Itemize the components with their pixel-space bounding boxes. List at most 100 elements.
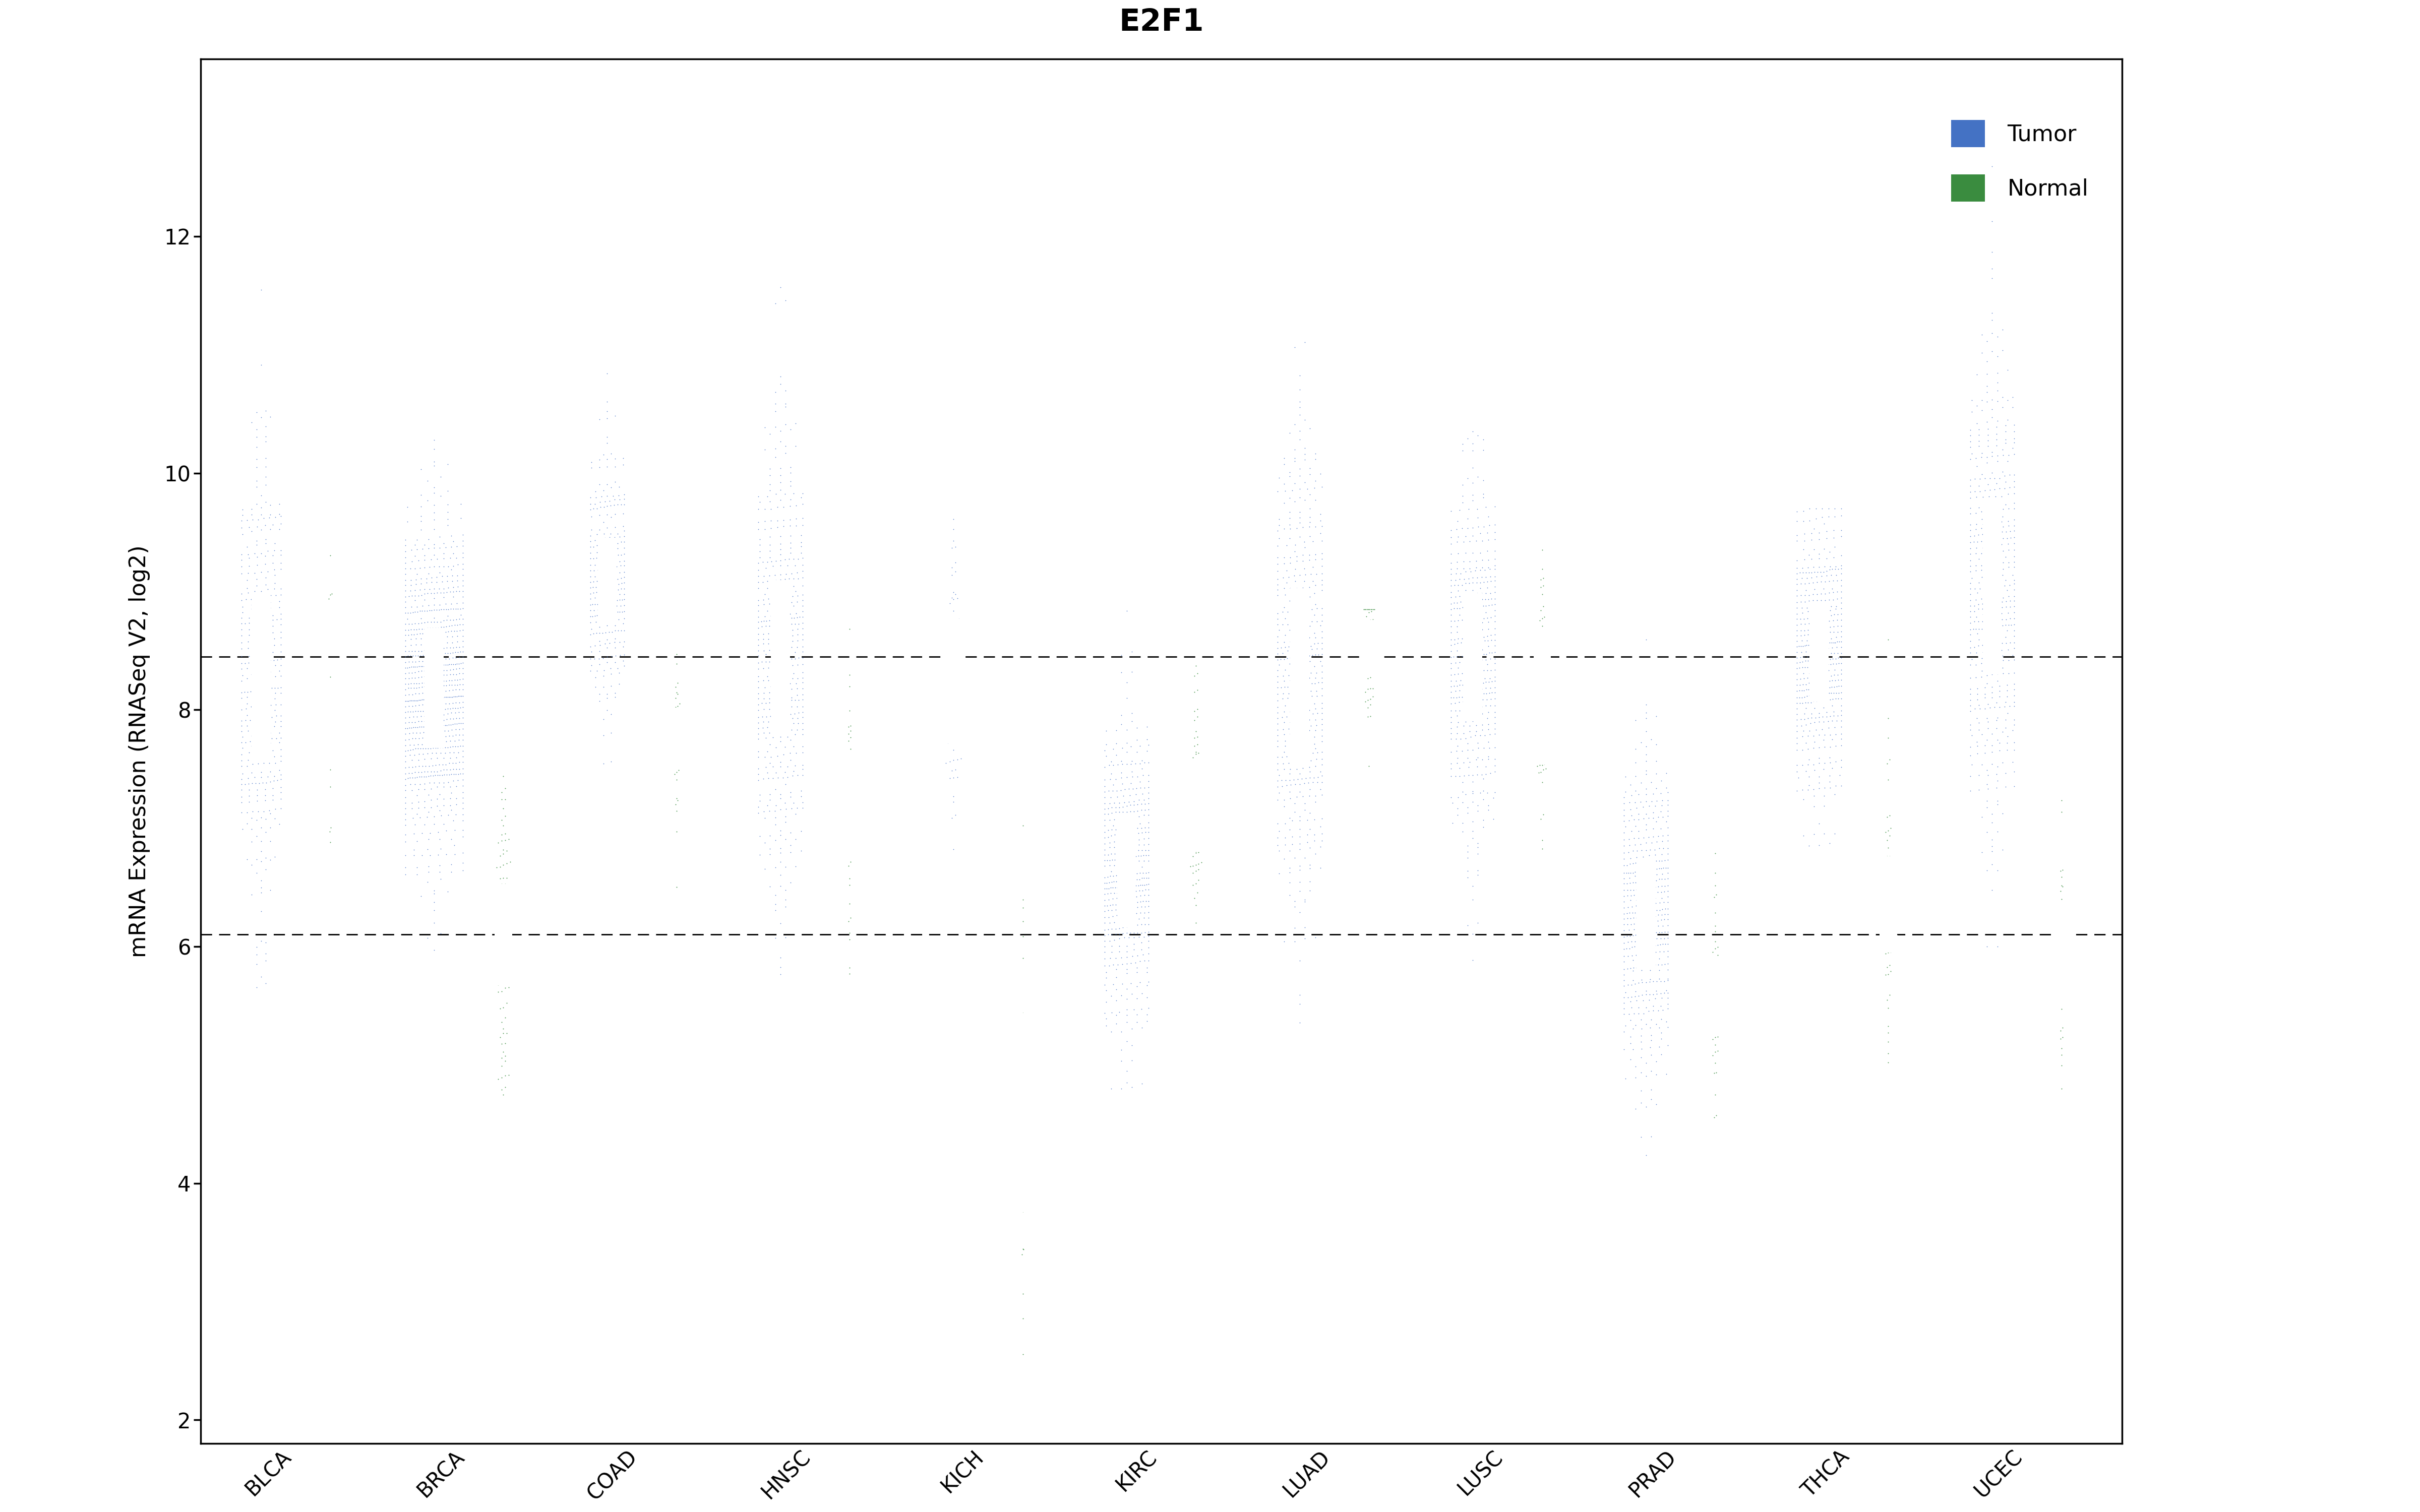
Point [1967,451,2006,475]
Point [1457,671,1496,696]
Point [409,528,448,552]
Point [1353,599,1392,623]
Point [748,484,786,508]
Point [1638,981,1677,1005]
Point [1788,691,1827,715]
Point [738,670,777,694]
Point [1970,640,2009,664]
Point [1285,798,1324,823]
Point [237,553,276,578]
Point [1108,670,1147,694]
Point [1113,943,1152,968]
Point [440,673,479,697]
Point [1648,798,1687,823]
Point [404,720,443,744]
Point [830,699,869,723]
Point [1454,629,1493,653]
Point [1817,674,1856,699]
Point [1796,823,1834,847]
Point [421,764,460,788]
Point [1346,689,1384,714]
Point [1454,565,1493,590]
Point [433,768,472,792]
Point [1696,1083,1735,1107]
Point [1094,904,1133,928]
Point [1960,423,1999,448]
Point [390,765,428,789]
Point [1089,801,1128,826]
Point [1087,978,1125,1002]
Point [1280,869,1319,894]
Point [1951,467,1989,491]
Point [757,603,796,627]
Point [1087,1013,1125,1037]
Point [486,1075,525,1099]
Point [762,703,801,727]
Bar [1880,856,1897,953]
Point [1179,841,1217,865]
Point [767,677,806,702]
Point [1822,556,1861,581]
Point [605,629,644,653]
Point [782,531,820,555]
Point [1116,921,1154,945]
Point [1101,761,1140,785]
Point [1641,782,1679,806]
Point [1634,921,1672,945]
Point [1099,875,1137,900]
Point [443,585,482,609]
Point [244,552,283,576]
Point [939,643,978,667]
Point [1476,520,1515,544]
Point [750,691,789,715]
Point [424,653,462,677]
Point [1101,779,1140,803]
Point [1624,859,1663,883]
Point [227,543,266,567]
Point [1800,705,1839,729]
Point [431,647,469,671]
Point [242,928,281,953]
Point [404,795,443,820]
Point [1091,762,1130,786]
Point [1626,904,1665,928]
Point [1108,1002,1147,1027]
Point [249,664,288,688]
Point [1442,791,1481,815]
Point [1982,656,2021,680]
Point [1108,934,1147,959]
Point [1958,605,1996,629]
Point [443,859,482,883]
Point [409,653,448,677]
Point [760,372,799,396]
Point [1280,900,1319,924]
Point [414,726,453,750]
Point [227,667,266,691]
Point [1631,869,1670,894]
Point [750,478,789,502]
Point [2042,888,2081,912]
Point [1125,872,1164,897]
Point [1626,742,1665,767]
Point [1123,996,1162,1021]
Point [1469,547,1508,572]
Point [491,874,530,898]
Point [937,653,975,677]
Point [774,764,813,788]
Point [1803,682,1842,706]
Point [232,751,271,776]
Point [1793,588,1832,612]
Point [1817,569,1856,593]
Point [1350,608,1389,632]
Point [1522,770,1561,794]
Point [1111,921,1150,945]
Point [1994,431,2033,455]
Point [1437,529,1476,553]
Point [1984,526,2023,550]
Point [1004,895,1043,919]
Point [424,812,462,836]
Point [830,729,869,753]
Point [774,702,813,726]
Point [1817,647,1856,671]
Point [1116,895,1154,919]
